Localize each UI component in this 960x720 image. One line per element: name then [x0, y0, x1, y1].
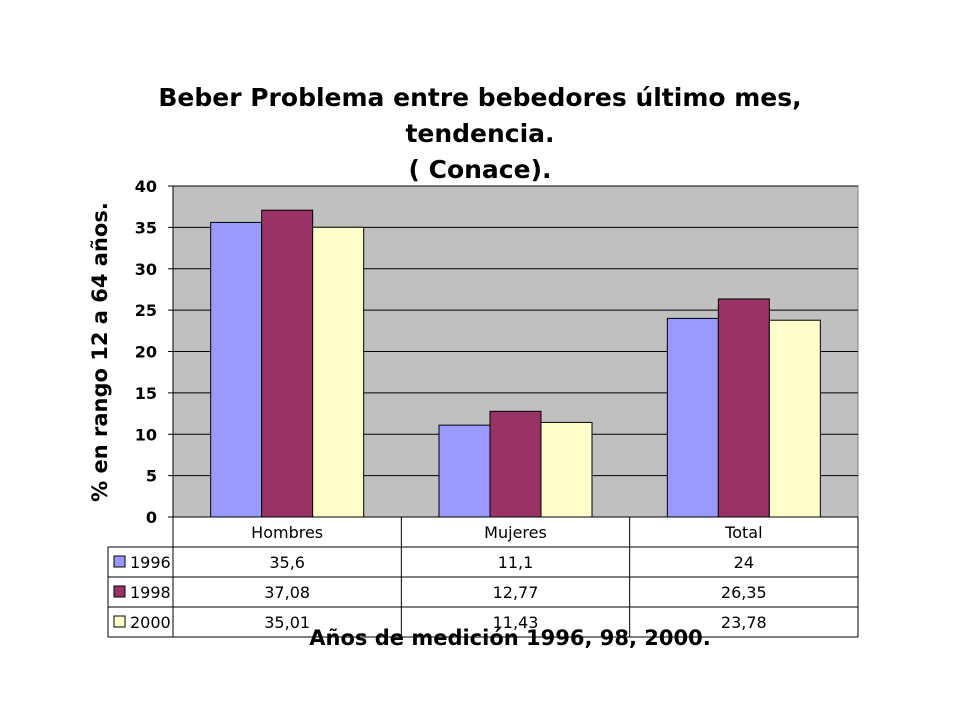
data-label: 11,43 — [493, 613, 539, 632]
y-tick-label: 30 — [135, 260, 157, 279]
legend-label: 1996 — [130, 553, 171, 572]
data-label: 12,77 — [493, 583, 539, 602]
bar — [261, 209, 314, 518]
chart-title-line-3: ( Conace). — [408, 155, 552, 184]
bar — [210, 221, 263, 518]
data-label: 11,1 — [498, 553, 534, 572]
chart-title-line-2: tendencia. — [405, 119, 555, 148]
legend-label: 2000 — [130, 613, 171, 632]
y-tick-label: 0 — [146, 508, 157, 527]
bar — [540, 421, 593, 518]
category-label: Total — [724, 523, 762, 542]
data-label: 37,08 — [264, 583, 310, 602]
bar — [489, 410, 542, 518]
legend-swatch — [113, 615, 126, 628]
legend-swatch — [113, 585, 126, 598]
category-label: Hombres — [251, 523, 323, 542]
data-label: 24 — [734, 553, 754, 572]
bar — [438, 424, 491, 518]
data-label: 23,78 — [721, 613, 767, 632]
bar — [312, 226, 365, 518]
y-tick-label: 25 — [135, 301, 157, 320]
y-tick-label: 10 — [135, 425, 157, 444]
legend-swatch — [113, 555, 126, 568]
chart-title-line-1: Beber Problema entre bebedores último me… — [158, 83, 802, 112]
data-label: 35,01 — [264, 613, 310, 632]
category-label: Mujeres — [484, 523, 547, 542]
y-tick-label: 5 — [146, 467, 157, 486]
y-tick-label: 40 — [135, 177, 157, 196]
y-tick-label: 20 — [135, 343, 157, 362]
y-tick-label: 35 — [135, 218, 157, 237]
data-label: 35,6 — [269, 553, 305, 572]
bar — [717, 298, 770, 518]
y-tick-label: 15 — [135, 384, 157, 403]
legend-label: 1998 — [130, 583, 171, 602]
bar — [666, 317, 719, 518]
data-label: 26,35 — [721, 583, 767, 602]
bar — [768, 319, 821, 518]
x-axis-label: Años de medición 1996, 98, 2000. — [309, 626, 711, 650]
chart-title: Beber Problema entre bebedores último me… — [130, 80, 830, 188]
